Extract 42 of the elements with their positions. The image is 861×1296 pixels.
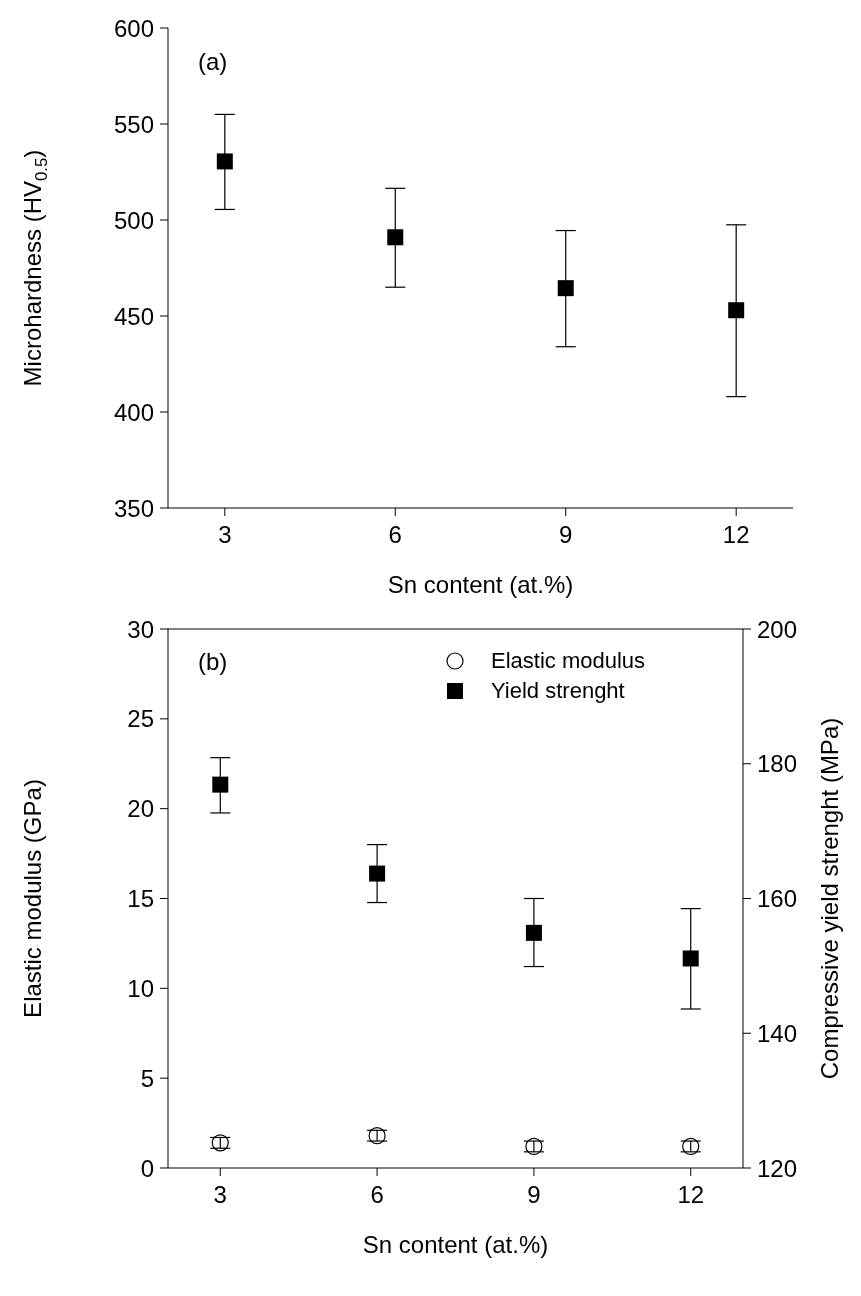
y-tick-label: 30 — [127, 615, 154, 643]
y2-tick-label: 160 — [757, 885, 798, 913]
y-tick-label: 10 — [127, 974, 154, 1002]
y-tick-label: 400 — [113, 398, 154, 426]
point — [682, 950, 699, 967]
point — [369, 865, 386, 882]
y-tick-label: 450 — [113, 302, 154, 330]
y-tick-label: 500 — [113, 206, 154, 234]
annotation: (a) — [198, 48, 228, 76]
y2-tick-label: 200 — [757, 615, 798, 643]
annotation: (b) — [198, 648, 228, 676]
x-axis-title: Sn content (at.%) — [362, 1231, 549, 1258]
x-tick-label: 6 — [370, 1181, 384, 1209]
point — [387, 229, 404, 246]
y2-tick-label: 180 — [757, 750, 798, 778]
point — [216, 153, 233, 170]
y-tick-label: 5 — [140, 1064, 154, 1092]
y2-tick-label: 140 — [757, 1019, 798, 1047]
point — [557, 280, 574, 297]
x-tick-label: 9 — [527, 1181, 541, 1209]
x-tick-label: 12 — [677, 1181, 705, 1209]
x-tick-label: 9 — [559, 521, 573, 549]
y-tick-label: 15 — [127, 885, 154, 913]
y2-tick-label: 120 — [757, 1154, 798, 1182]
y-tick-label: 550 — [113, 110, 154, 138]
legend-label: Elastic modulus — [491, 648, 646, 674]
y-tick-label: 20 — [127, 795, 154, 823]
y-tick-label: 0 — [140, 1154, 154, 1182]
x-tick-label: 3 — [213, 1181, 227, 1209]
x-tick-label: 3 — [218, 521, 232, 549]
y2-axis-title: Compressive yield strenght (MPa) — [815, 717, 843, 1080]
y-tick-label: 350 — [113, 494, 154, 522]
y-axis-title: Elastic modulus (GPa) — [18, 779, 46, 1018]
x-tick-label: 12 — [722, 521, 750, 549]
legend-label: Yield strenght — [491, 678, 625, 704]
y-tick-label: 600 — [113, 14, 154, 42]
x-axis-title: Sn content (at.%) — [387, 571, 574, 598]
point — [525, 924, 542, 941]
y-tick-label: 25 — [127, 705, 154, 733]
point — [212, 776, 229, 793]
x-tick-label: 6 — [388, 521, 402, 549]
point — [728, 302, 745, 319]
